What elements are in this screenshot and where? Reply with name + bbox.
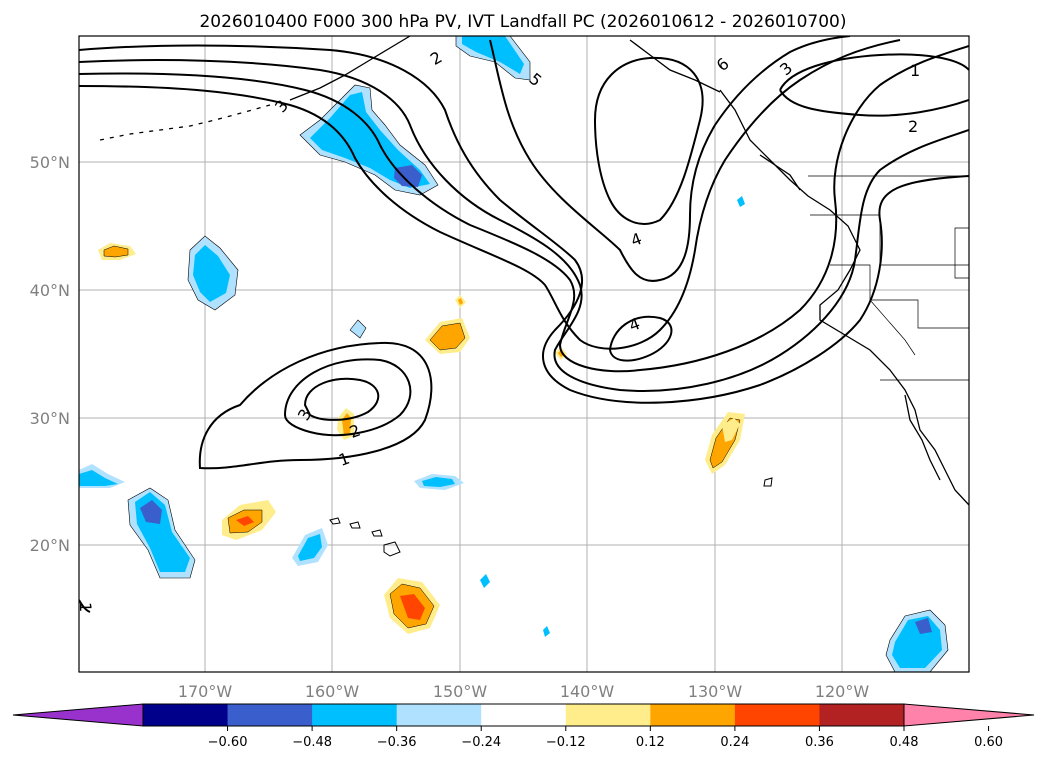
colorbar-segment xyxy=(481,704,567,726)
coastline-vancouver xyxy=(759,154,801,191)
lat-label-40n: 40°N xyxy=(30,281,70,300)
colorbar-segment xyxy=(565,704,651,726)
coastline-aleutians xyxy=(99,104,271,141)
latitude-labels: 50°N 40°N 30°N 20°N xyxy=(30,153,70,555)
lat-label-30n: 30°N xyxy=(30,409,70,428)
coastline-north-america xyxy=(719,89,969,506)
contour-label: 2 xyxy=(908,117,918,136)
colorbar-tick-label: −0.36 xyxy=(377,735,417,750)
contour-4-main xyxy=(79,39,901,350)
colorbar-tick-label: 0.12 xyxy=(636,735,665,750)
pv-anomaly-shading xyxy=(79,36,949,672)
contour-label: 1 xyxy=(76,602,95,612)
pv-negative-southeast xyxy=(885,609,949,672)
map-area xyxy=(79,36,969,672)
colorbar-segment xyxy=(227,704,313,726)
contour-1-edge xyxy=(79,599,91,613)
colorbar-tick-label: 0.60 xyxy=(974,735,1003,750)
colorbar-segment xyxy=(396,704,482,726)
coastline-baja xyxy=(904,394,941,481)
colorbar-segment xyxy=(650,704,736,726)
lat-label-20n: 20°N xyxy=(30,536,70,555)
colorbar-tick-label: −0.48 xyxy=(292,735,332,750)
political-boundaries xyxy=(808,175,969,381)
contour-2-central xyxy=(283,358,412,437)
colorbar-segment xyxy=(734,704,820,726)
colorbar-tick-label: −0.24 xyxy=(461,735,501,750)
lon-label-170w: 170°W xyxy=(178,682,233,701)
map-frame xyxy=(78,35,970,673)
contour-1-central xyxy=(198,341,433,470)
colorbar-segment xyxy=(819,704,905,726)
longitude-labels: 170°W 160°W 150°W 140°W 130°W 120°W xyxy=(178,682,870,701)
coastline-guadalupe xyxy=(763,477,773,487)
coastline-alaska-peninsula xyxy=(289,36,411,101)
lon-label-160w: 160°W xyxy=(305,682,360,701)
colorbar-tick-label: −0.60 xyxy=(208,735,248,750)
colorbar-tick-label: 0.24 xyxy=(720,735,749,750)
pv-negative-west xyxy=(79,196,745,637)
coastline-hawaii xyxy=(329,517,401,557)
contour-1-main xyxy=(79,44,969,404)
colorbar-tick-label: 0.36 xyxy=(805,735,834,750)
lon-label-150w: 150°W xyxy=(433,682,488,701)
state-border-east xyxy=(954,227,969,279)
contour-1-east xyxy=(779,53,969,117)
colorbar-tick-label: 0.48 xyxy=(890,735,919,750)
contour-2-main xyxy=(79,59,969,392)
colorbar-ticks: −0.60 −0.48 −0.36 −0.24 −0.12 0.12 0.24 0.36 0.4… xyxy=(208,726,1003,750)
colorbar-tick-label: −0.12 xyxy=(546,735,586,750)
colorbar: −0.60 −0.48 −0.36 −0.24 −0.12 0.12 0.24 0.36 0.4… xyxy=(12,703,1035,750)
contour-5-main xyxy=(489,36,851,282)
state-border-central xyxy=(830,264,969,329)
colorbar-frame xyxy=(142,703,905,727)
contour-label: 1 xyxy=(910,61,920,80)
pv-negative-central xyxy=(187,235,239,311)
lon-label-120w: 120°W xyxy=(815,682,870,701)
state-border-north xyxy=(810,214,969,266)
colorbar-segment xyxy=(904,704,1034,726)
pv-positive-cells xyxy=(98,243,745,634)
colorbar-segment xyxy=(312,704,398,726)
pv-contours xyxy=(79,36,969,613)
coastlines xyxy=(99,36,969,557)
colorbar-segment xyxy=(143,704,229,726)
pv-negative-alaska xyxy=(299,84,439,196)
state-border-california xyxy=(869,299,916,356)
lon-label-140w: 140°W xyxy=(560,682,615,701)
coastline-alaska-panhandle xyxy=(629,39,721,93)
colorbar-segment xyxy=(13,704,143,726)
lon-label-130w: 130°W xyxy=(688,682,743,701)
colorbar-segments xyxy=(13,704,1034,726)
contour-6-main xyxy=(593,56,704,225)
contour-3-central xyxy=(303,377,380,421)
contour-3-main xyxy=(79,45,969,373)
contour-4-small xyxy=(608,315,673,362)
map-title: 2026010400 F000 300 hPa PV, IVT Landfall… xyxy=(199,12,846,32)
lat-label-50n: 50°N xyxy=(30,153,70,172)
